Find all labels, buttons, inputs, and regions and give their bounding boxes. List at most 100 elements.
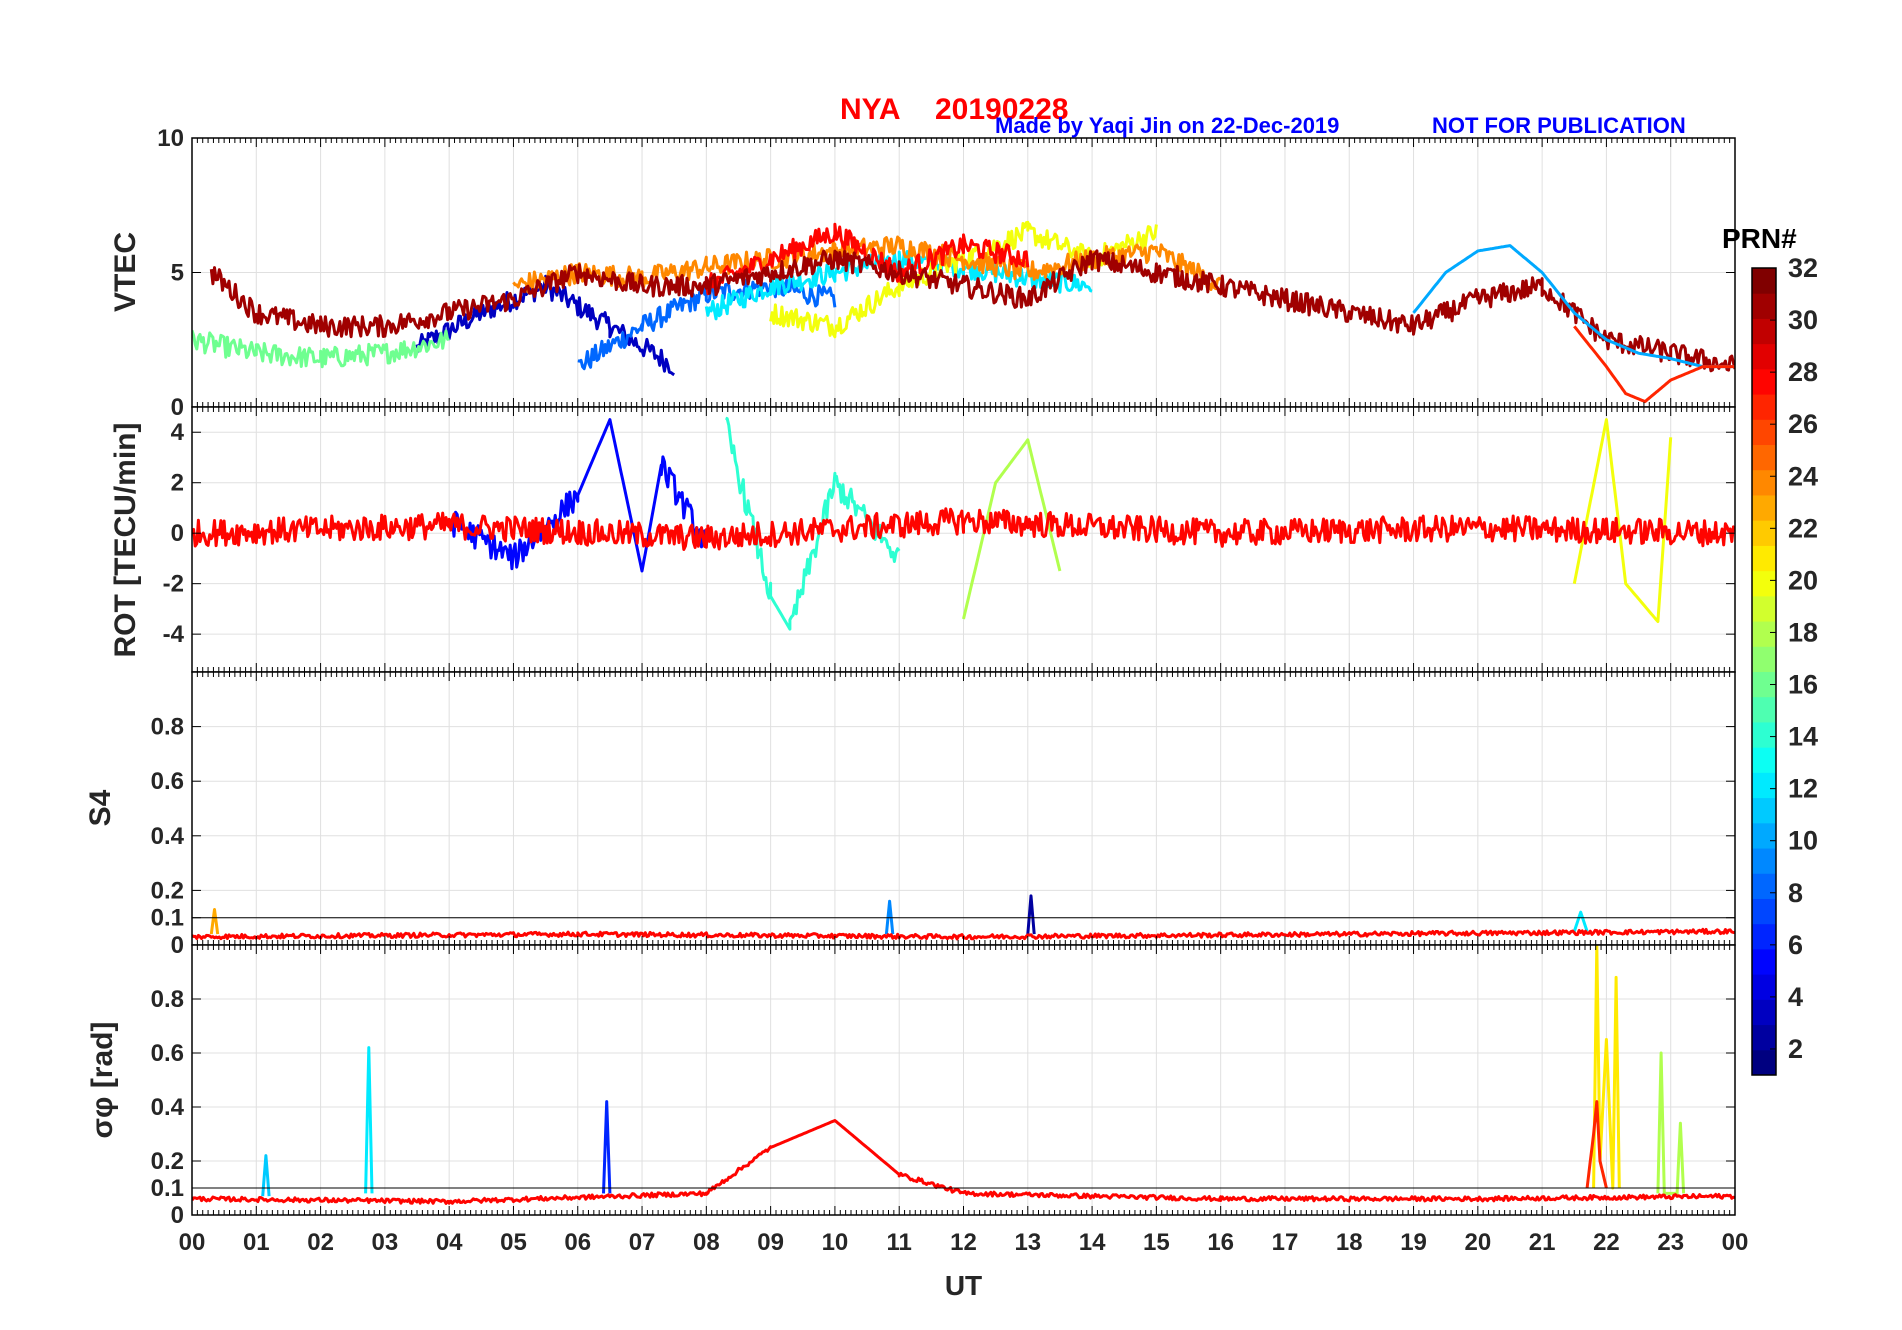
colorbar-tick-label: 14	[1788, 722, 1818, 752]
y-tick-label: 0.8	[151, 986, 184, 1013]
y-tick-label: -4	[163, 621, 185, 648]
colorbar-tick-label: 26	[1788, 409, 1818, 439]
colorbar-label: PRN#	[1722, 223, 1797, 254]
series-group	[192, 416, 1735, 631]
colorbar-segment	[1752, 520, 1776, 546]
x-tick-label: 13	[1014, 1229, 1041, 1256]
colorbar-segment	[1752, 293, 1776, 319]
series-line-prn-23	[209, 908, 220, 935]
x-axis-label: UT	[945, 1270, 982, 1301]
colorbar-segment	[1752, 822, 1776, 849]
publication-notice: NOT FOR PUBLICATION	[1432, 113, 1686, 138]
colorbar-segment	[1752, 343, 1776, 370]
series-line-prn-28	[192, 1119, 1735, 1205]
colorbar-tick-label: 12	[1788, 774, 1818, 804]
y-tick-label: -2	[163, 571, 184, 598]
y-tick-label: 0.1	[151, 905, 184, 932]
colorbar-segment	[1752, 646, 1776, 672]
series-line-prn-11	[261, 1154, 271, 1197]
y-tick-label: 0	[171, 1202, 184, 1229]
credit-note: Made by Yaqi Jin on 22-Dec-2019	[995, 113, 1340, 138]
series-line-prn-6	[602, 1100, 612, 1194]
x-tick-label: 06	[564, 1229, 591, 1256]
colorbar-tick-label: 16	[1788, 670, 1818, 700]
y-axis-label: σφ [rad]	[86, 1022, 119, 1139]
x-tick-label: 12	[950, 1229, 977, 1256]
x-tick-label: 00	[1722, 1229, 1749, 1256]
y-axis-label: ROT [TECU/min]	[109, 423, 142, 658]
x-tick-label: 05	[500, 1229, 527, 1256]
y-tick-label: 0.2	[151, 877, 184, 904]
series-line-prn-8	[577, 275, 837, 371]
x-tick-label: 14	[1079, 1229, 1106, 1256]
colorbar-segment	[1752, 999, 1776, 1026]
series-line-prn-2	[1026, 894, 1036, 935]
y-tick-label: 0.8	[151, 714, 184, 741]
y-tick-label: 2	[171, 470, 184, 497]
colorbar-tick-label: 28	[1788, 357, 1818, 387]
series-line-prn-18	[962, 438, 1062, 620]
colorbar-segment	[1752, 948, 1776, 975]
series-group	[192, 220, 1735, 404]
colorbar-segment	[1752, 469, 1776, 496]
colorbar-segment	[1752, 772, 1776, 799]
series-line-prn-18	[1656, 1051, 1686, 1195]
series-line-prn-9	[884, 899, 895, 935]
colorbar-tick-label: 4	[1788, 982, 1803, 1012]
y-axis-label: S4	[84, 789, 117, 826]
series-line-prn-5	[448, 418, 708, 573]
series-line-prn-28	[192, 507, 1735, 551]
x-tick-label: 02	[307, 1229, 334, 1256]
y-tick-label: 0.4	[151, 1094, 185, 1121]
series-line-prn-12	[1572, 910, 1589, 932]
y-tick-label: 0	[171, 932, 184, 959]
x-tick-label: 19	[1400, 1229, 1427, 1256]
colorbar-segment	[1752, 797, 1776, 824]
colorbar-segment	[1752, 923, 1776, 950]
x-tick-label: 03	[372, 1229, 399, 1256]
y-tick-label: 0	[171, 520, 184, 547]
y-tick-label: 0	[171, 394, 184, 421]
colorbar-tick-label: 22	[1788, 513, 1818, 543]
colorbar-tick-label: 24	[1788, 461, 1818, 491]
colorbar-segment	[1752, 444, 1776, 471]
colorbar-segment	[1752, 974, 1776, 1000]
x-tick-label: 15	[1143, 1229, 1170, 1256]
series-line-prn-12	[364, 1046, 374, 1194]
colorbar-segment	[1752, 873, 1776, 899]
colorbar-segment	[1752, 570, 1776, 597]
colorbar-segment	[1752, 545, 1776, 572]
y-tick-label: 0.2	[151, 1148, 184, 1175]
x-tick-label: 18	[1336, 1229, 1363, 1256]
colorbar-tick-label: 10	[1788, 826, 1818, 856]
colorbar-segment	[1752, 747, 1776, 773]
colorbar-tick-label: 6	[1788, 930, 1803, 960]
series-line-prn-20	[1572, 418, 1673, 623]
y-tick-label: 0.4	[151, 823, 185, 850]
colorbar-tick-label: 2	[1788, 1034, 1803, 1064]
title-station: NYA	[840, 93, 901, 126]
x-tick-label: 23	[1657, 1229, 1684, 1256]
series-line-prn-27	[1585, 1100, 1608, 1189]
y-tick-label: 0.6	[151, 768, 184, 795]
x-tick-label: 22	[1593, 1229, 1620, 1256]
x-tick-label: 01	[243, 1229, 270, 1256]
series-line-prn-10	[1412, 244, 1735, 369]
x-tick-label: 20	[1464, 1229, 1491, 1256]
colorbar-tick-label: 18	[1788, 617, 1818, 647]
y-tick-label: 5	[171, 260, 184, 287]
colorbar-segment	[1752, 1024, 1776, 1051]
x-tick-label: 04	[436, 1229, 463, 1256]
colorbar-segment	[1752, 1049, 1776, 1076]
x-tick-label: 11	[887, 1229, 912, 1256]
series-line-prn-27	[1573, 325, 1735, 404]
series-line-prn-16	[192, 329, 450, 369]
colorbar-segment	[1752, 848, 1776, 874]
x-tick-label: 08	[693, 1229, 720, 1256]
x-tick-label: 21	[1529, 1229, 1556, 1256]
x-tick-label: 00	[179, 1229, 206, 1256]
series-line-prn-21	[1592, 945, 1621, 1190]
x-tick-label: 09	[757, 1229, 784, 1256]
panel-4: 00.10.2 0.4 0.6 0.8 σφ [rad] 00 01 02 03 04 05 06 07…	[86, 944, 1749, 1301]
